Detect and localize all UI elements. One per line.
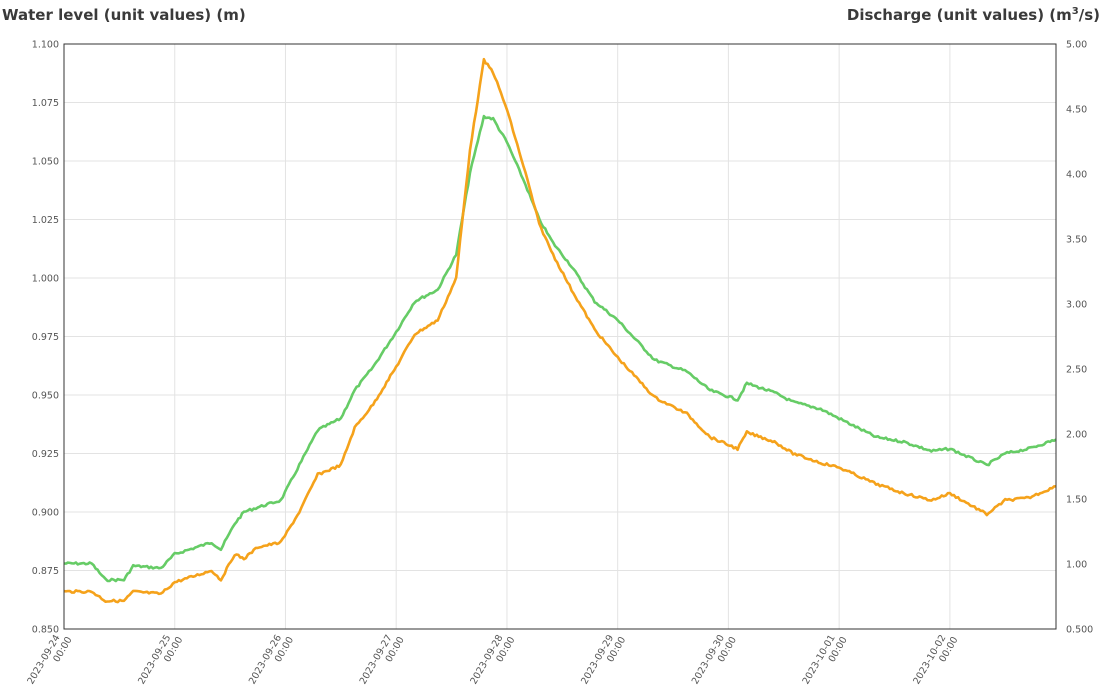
y-axis-left-title: Water level (unit values) (m) [2, 6, 246, 24]
y-left-tick-label: 1.100 [32, 40, 59, 51]
plot-frame [63, 43, 1057, 630]
y-right-tick-label: 0.500 [1066, 625, 1093, 636]
y-left-tick-label: 0.875 [32, 566, 59, 577]
y-left-tick-label: 0.900 [32, 508, 59, 519]
y-right-tick-label: 1.00 [1066, 560, 1087, 571]
y-left-tick-label: 0.975 [32, 332, 59, 343]
y-axis-right-title-main: Discharge (unit values) (m [846, 6, 1072, 24]
y-left-tick-label: 1.075 [32, 98, 59, 109]
y-left-tick-label: 1.050 [32, 157, 59, 168]
y-right-tick-label: 3.50 [1066, 235, 1087, 246]
y-left-tick-label: 1.025 [32, 215, 59, 226]
y-left-tick-label: 0.950 [32, 391, 59, 402]
y-axis-right-title: Discharge (unit values) (m3/s) [847, 6, 1100, 24]
y-axis-right-title-end: /s) [1078, 6, 1100, 24]
y-right-tick-label: 4.00 [1066, 170, 1087, 181]
y-right-tick-label: 1.50 [1066, 495, 1087, 506]
y-left-tick-label: 0.925 [32, 449, 59, 460]
y-right-tick-label: 2.50 [1066, 365, 1087, 376]
y-right-tick-label: 3.00 [1066, 300, 1087, 311]
y-right-tick-label: 2.00 [1066, 430, 1087, 441]
series-line-1 [63, 57, 1057, 604]
y-left-tick-label: 1.000 [32, 274, 59, 285]
y-axis-right-title-superscript: 3 [1071, 6, 1079, 17]
series-line-0 [63, 114, 1057, 583]
y-right-tick-label: 4.50 [1066, 105, 1087, 116]
y-right-tick-label: 5.00 [1066, 40, 1087, 51]
y-left-tick-label: 0.850 [32, 625, 59, 636]
